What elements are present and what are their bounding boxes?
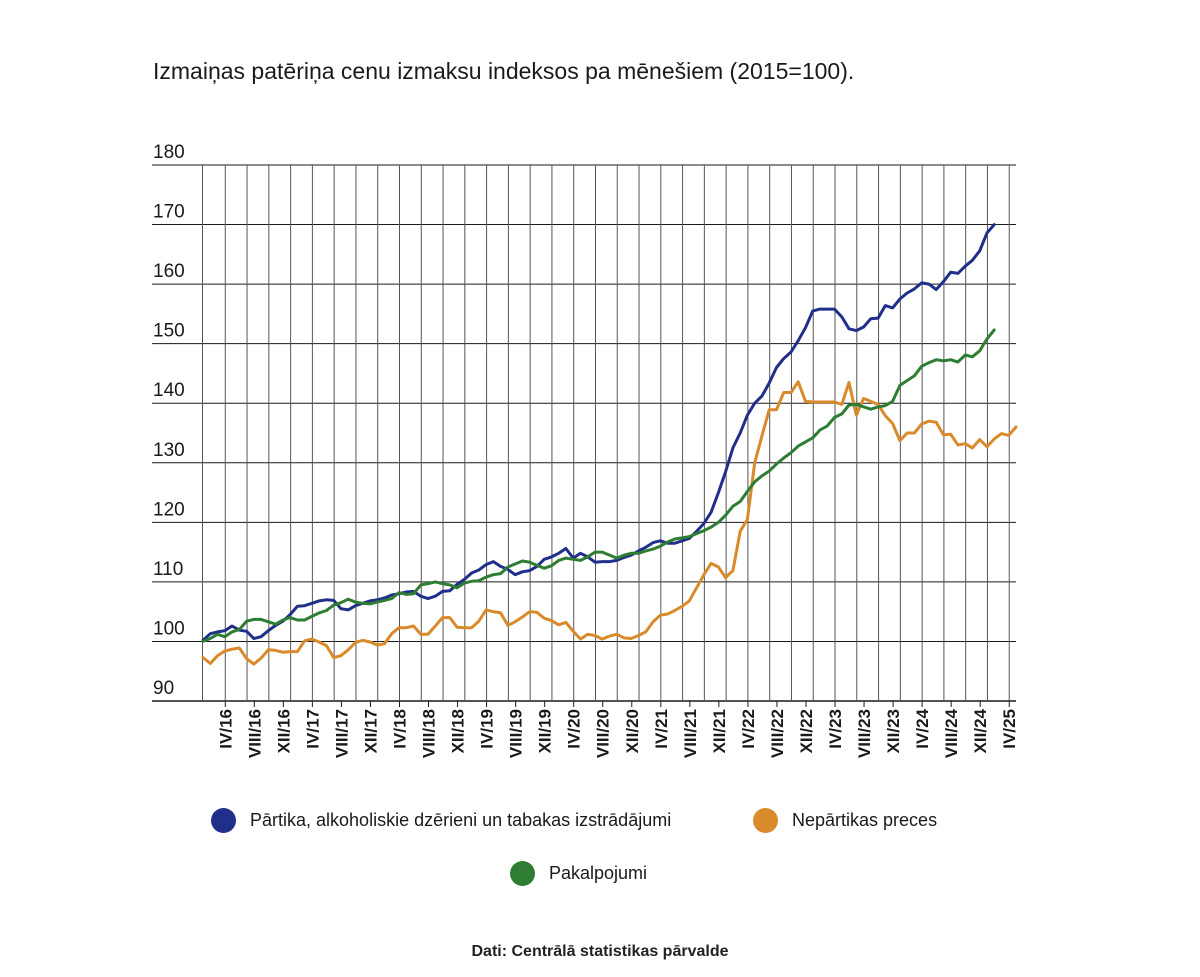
- legend-item-food[interactable]: Pārtika, alkoholiskie dzērieni un tabaka…: [211, 808, 671, 833]
- y-tick-label: 120: [153, 499, 185, 520]
- series-line-0: [201, 223, 996, 642]
- x-tick-label: XII/19: [536, 709, 555, 753]
- x-tick-label: VIII/24: [942, 708, 961, 758]
- y-tick-label: 150: [153, 321, 185, 342]
- chart-title: Izmaiņas patēriņa cenu izmaksu indeksos …: [153, 58, 855, 84]
- series-layer: [201, 223, 1018, 666]
- x-tick-label: IV/25: [1000, 709, 1019, 749]
- x-tick-label: IV/18: [390, 709, 409, 749]
- series-line-1: [201, 380, 1018, 666]
- x-tick-label: XII/24: [971, 708, 990, 753]
- source-note: Dati: Centrālā statistikas pārvalde: [471, 943, 729, 960]
- x-tick-label: IV/21: [652, 709, 671, 749]
- legend-item-nonfood[interactable]: Nepārtikas preces: [753, 808, 937, 833]
- x-tick-label: VIII/20: [594, 709, 613, 758]
- legend-marker-food: [211, 808, 236, 833]
- y-axis-labels: 180 170 160 150 140 130 120 110 100 90: [153, 142, 185, 699]
- x-tick-label: XII/16: [274, 709, 293, 753]
- grid-layer: [152, 164, 1016, 707]
- x-tick-label: IV/20: [565, 709, 584, 749]
- x-tick-label: VIII/16: [245, 709, 264, 758]
- x-tick-label: IV/23: [826, 709, 845, 749]
- x-tick-label: IV/19: [478, 709, 497, 749]
- x-tick-label: XII/20: [623, 709, 642, 753]
- x-tick-label: XII/18: [449, 709, 468, 753]
- x-tick-label: IV/22: [739, 709, 758, 749]
- x-tick-label: XII/23: [884, 709, 903, 753]
- legend-label-food: Pārtika, alkoholiskie dzērieni un tabaka…: [250, 810, 672, 830]
- y-tick-label: 180: [153, 142, 185, 163]
- x-tick-label: IV/17: [303, 709, 322, 749]
- y-tick-label: 140: [153, 380, 185, 401]
- x-tick-label: VIII/22: [768, 709, 787, 758]
- series-line-2: [201, 328, 996, 643]
- x-tick-label: VIII/23: [855, 709, 874, 758]
- y-tick-label: 110: [153, 559, 183, 580]
- x-tick-label: VIII/19: [507, 709, 526, 758]
- x-tick-label: XII/21: [710, 709, 729, 753]
- y-tick-label: 170: [153, 202, 185, 223]
- x-tick-label: VIII/18: [420, 709, 439, 758]
- x-tick-label: VIII/21: [681, 709, 700, 758]
- legend-label-nonfood: Nepārtikas preces: [792, 810, 938, 830]
- x-tick-label: XII/22: [797, 709, 816, 753]
- legend-item-services[interactable]: Pakalpojumi: [510, 861, 647, 886]
- y-tick-label: 160: [153, 261, 185, 282]
- legend-marker-nonfood: [753, 808, 778, 833]
- x-axis-labels: IV/16 VIII/16 XII/16 IV/17 VIII/17 XII/17 IV/1…: [216, 708, 1019, 758]
- legend-label-services: Pakalpojumi: [549, 863, 648, 883]
- x-tick-label: IV/24: [913, 708, 932, 748]
- y-tick-label: 130: [153, 440, 185, 461]
- x-tick-label: IV/16: [216, 709, 235, 749]
- x-tick-label: XII/17: [361, 709, 380, 753]
- legend-marker-services: [510, 861, 535, 886]
- x-tick-label: VIII/17: [332, 709, 351, 758]
- y-tick-label: 90: [153, 678, 174, 699]
- y-tick-label: 100: [153, 618, 185, 639]
